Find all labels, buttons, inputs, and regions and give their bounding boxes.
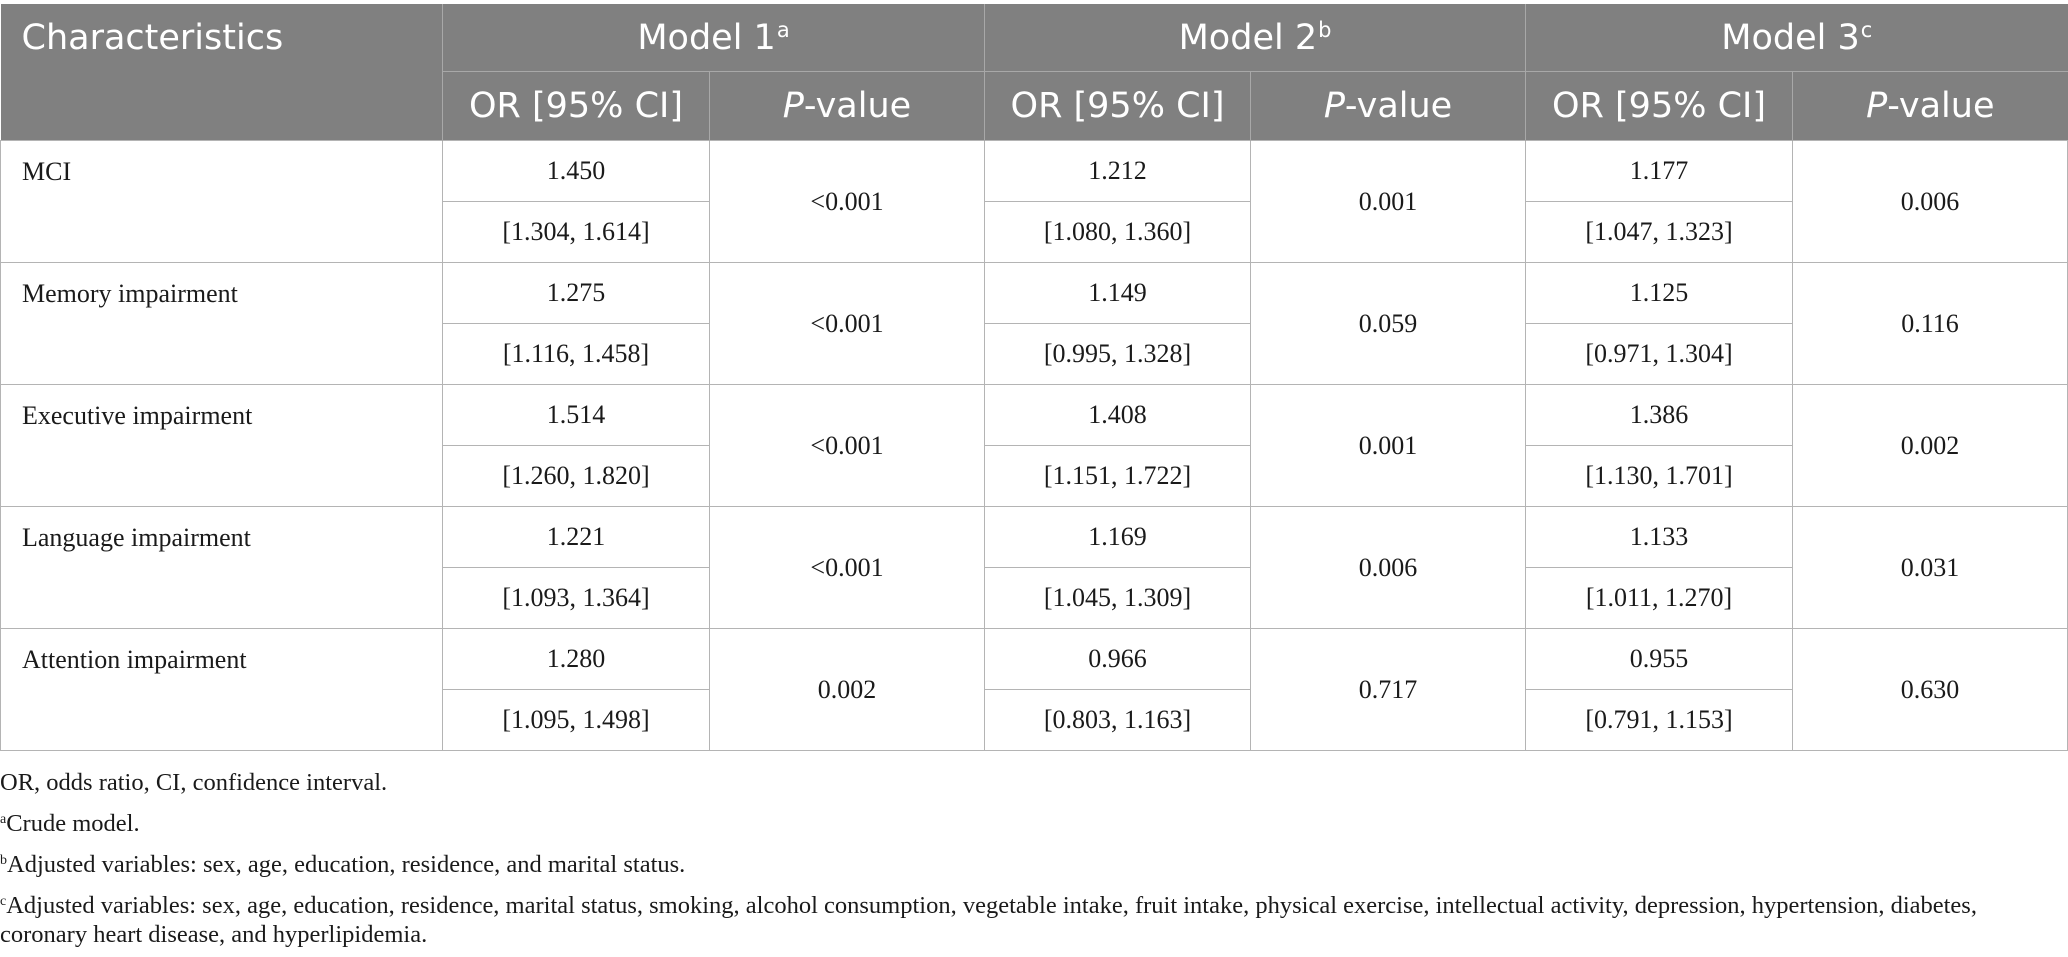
ci-cell: [0.791, 1.153] <box>1525 689 1794 751</box>
table-footnotes: OR, odds ratio, CI, confidence interval.… <box>0 768 2064 957</box>
ci-cell: [1.130, 1.701] <box>1525 445 1794 507</box>
p-value-cell: 0.031 <box>1792 506 2068 629</box>
or-cell: 1.125 <box>1525 262 1794 324</box>
or-cell: 1.212 <box>984 140 1252 202</box>
table-row-ci: [1.093, 1.364] [1.045, 1.309] [1.011, 1.27… <box>1 567 2068 629</box>
or-ci-header: OR [95% CI] <box>1525 71 1793 141</box>
or-ci-header: OR [95% CI] <box>442 71 710 141</box>
ci-cell: [1.095, 1.498] <box>442 689 710 751</box>
footnote-c: cAdjusted variables: sex, age, education… <box>0 892 1977 948</box>
model-3-header: Model 3c <box>1525 4 2068 72</box>
p-value-cell: 0.001 <box>1250 140 1527 263</box>
or-cell: 1.450 <box>442 140 710 202</box>
row-label: Executive impairment <box>0 384 443 507</box>
or-cell: 1.221 <box>442 506 710 568</box>
or-cell: 0.966 <box>984 628 1252 690</box>
ci-cell: [1.080, 1.360] <box>984 201 1252 263</box>
table-header: Characteristics Model 1a Model 2b Model … <box>0 4 2068 141</box>
or-cell: 1.177 <box>1525 140 1794 202</box>
p-value-cell: 0.006 <box>1792 140 2068 263</box>
or-cell: 1.408 <box>984 384 1252 446</box>
p-value-cell: <0.001 <box>708 506 986 629</box>
table-row-ci: [1.304, 1.614] [1.080, 1.360] [1.047, 1.32… <box>1 201 2068 263</box>
footnote-a: aCrude model. <box>0 810 140 837</box>
footnote-abbreviations: OR, odds ratio, CI, confidence interval. <box>0 769 388 796</box>
ci-cell: [1.047, 1.323] <box>1525 201 1794 263</box>
table-row-ci: [1.095, 1.498] [0.803, 1.163] [0.791, 1.15… <box>1 689 2068 751</box>
or-cell: 0.955 <box>1525 628 1794 690</box>
ci-cell: [1.011, 1.270] <box>1525 567 1794 629</box>
p-value-cell: 0.002 <box>708 628 986 751</box>
or-cell: 1.133 <box>1525 506 1794 568</box>
p-value-cell: <0.001 <box>708 262 986 385</box>
ci-cell: [1.116, 1.458] <box>442 323 710 385</box>
table-body: MCI 1.450 <0.001 1.212 0.001 1.177 0.006 [1.304… <box>0 140 2068 751</box>
or-cell: 1.149 <box>984 262 1252 324</box>
or-cell: 1.514 <box>442 384 710 446</box>
or-cell: 1.280 <box>442 628 710 690</box>
or-cell: 1.386 <box>1525 384 1794 446</box>
p-value-cell: 0.630 <box>1792 628 2068 751</box>
table-row: Memory impairment 1.275 <0.001 1.149 0.059 1.… <box>0 262 2068 385</box>
ci-cell: [0.971, 1.304] <box>1525 323 1794 385</box>
or-cell: 1.169 <box>984 506 1252 568</box>
row-label: Language impairment <box>0 506 443 629</box>
table-row: Executive impairment 1.514 <0.001 1.408 0.00… <box>0 384 2068 507</box>
p-value-cell: 0.006 <box>1250 506 1527 629</box>
ci-cell: [1.045, 1.309] <box>984 567 1252 629</box>
table-row: MCI 1.450 <0.001 1.212 0.001 1.177 0.006 <box>0 140 2068 263</box>
model-1-header: Model 1a <box>441 4 985 72</box>
table-row: Attention impairment 1.280 0.002 0.966 0.717… <box>0 628 2068 751</box>
ci-cell: [0.803, 1.163] <box>984 689 1252 751</box>
p-value-cell: 0.116 <box>1792 262 2068 385</box>
or-ci-header: OR [95% CI] <box>984 71 1251 141</box>
ci-cell: [1.260, 1.820] <box>442 445 710 507</box>
characteristics-header: Characteristics <box>0 4 443 141</box>
ci-cell: [1.304, 1.614] <box>442 201 710 263</box>
p-value-cell: <0.001 <box>708 384 986 507</box>
ci-cell: [1.093, 1.364] <box>442 567 710 629</box>
p-value-header: P-value <box>1792 71 2068 141</box>
p-value-cell: <0.001 <box>708 140 986 263</box>
results-table: Characteristics Model 1a Model 2b Model … <box>0 4 2068 751</box>
row-label: MCI <box>0 140 443 263</box>
p-value-header: P-value <box>1250 71 1526 141</box>
p-value-cell: 0.717 <box>1250 628 1527 751</box>
model-2-header: Model 2b <box>984 4 1526 72</box>
p-value-cell: 0.059 <box>1250 262 1527 385</box>
or-cell: 1.275 <box>442 262 710 324</box>
ci-cell: [1.151, 1.722] <box>984 445 1252 507</box>
p-value-cell: 0.002 <box>1792 384 2068 507</box>
row-label: Memory impairment <box>0 262 443 385</box>
footnote-b: bAdjusted variables: sex, age, education… <box>0 851 686 878</box>
p-value-header: P-value <box>708 71 985 141</box>
p-value-cell: 0.001 <box>1250 384 1527 507</box>
ci-cell: [0.995, 1.328] <box>984 323 1252 385</box>
table-row: Language impairment 1.221 <0.001 1.169 0.006… <box>0 506 2068 629</box>
row-label: Attention impairment <box>0 628 443 751</box>
